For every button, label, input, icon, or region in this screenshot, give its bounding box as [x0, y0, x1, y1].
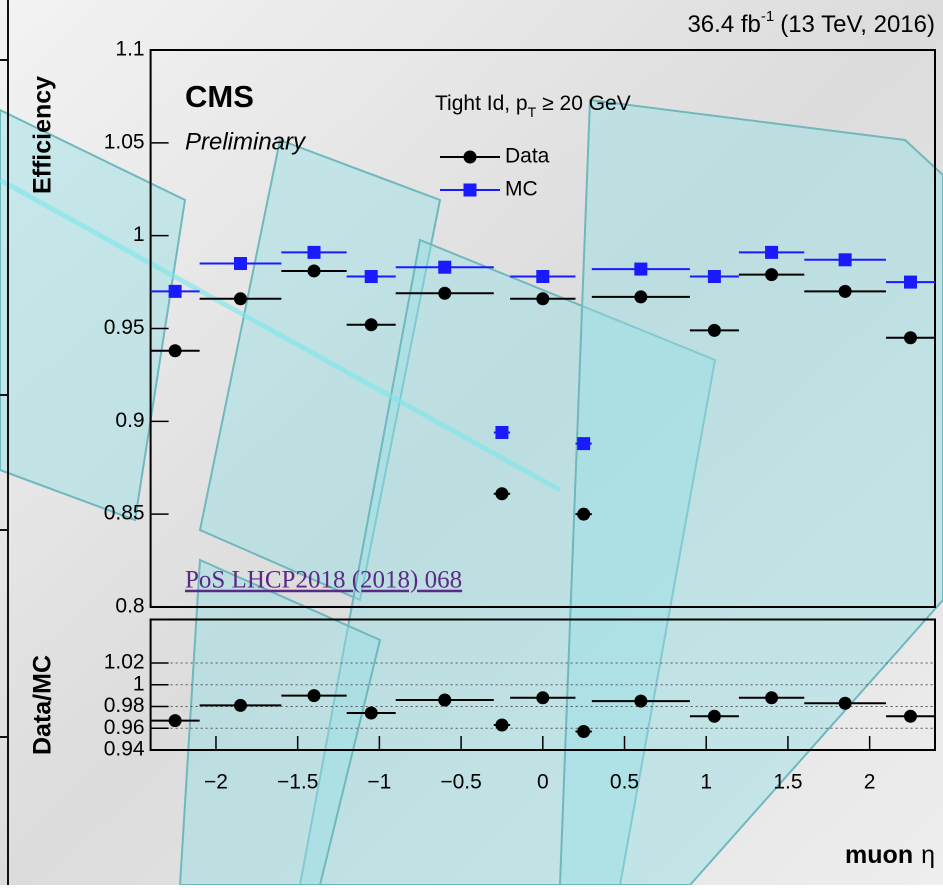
marker [438, 286, 452, 300]
x-tick-label: −0.5 [440, 771, 481, 794]
plot-frame [149, 618, 937, 751]
y-tick-label: 0.9 [115, 409, 144, 432]
marker [364, 706, 378, 720]
legend-label: MC [505, 178, 538, 201]
marker [577, 507, 591, 521]
left-edge [0, 0, 9, 885]
marker [634, 262, 648, 276]
marker [838, 696, 852, 710]
x-axis-label-symbol: η [921, 841, 935, 869]
marker [536, 292, 550, 306]
x-tick-label: 1 [700, 771, 712, 794]
x-tick-label: 0.5 [610, 771, 639, 794]
x-tick-label: 0 [537, 771, 549, 794]
marker [168, 344, 182, 358]
marker [903, 331, 917, 345]
marker [168, 714, 182, 728]
y-tick-label: 0.85 [104, 502, 145, 525]
marker [707, 270, 721, 284]
marker [838, 284, 852, 298]
marker [765, 268, 779, 282]
marker [168, 284, 182, 298]
preliminary-label: Preliminary [185, 128, 307, 155]
x-axis-label-text: muon [845, 841, 913, 869]
marker [307, 264, 321, 278]
citation-link[interactable]: PoS LHCP2018 (2018) 068 [185, 567, 462, 594]
x-axis-label: muon η [845, 841, 935, 869]
marker [438, 693, 452, 707]
lumi-label: 36.4 fb-1 (13 TeV, 2016) [687, 8, 935, 38]
y-tick-label: 1.05 [104, 130, 145, 153]
x-tick-label: −1.5 [277, 771, 318, 794]
x-tick-label: −1 [367, 771, 391, 794]
marker [765, 245, 779, 259]
marker [438, 260, 452, 274]
lumi-sup: -1 [761, 8, 774, 25]
marker [495, 718, 509, 732]
y-tick-label: 0.8 [115, 595, 144, 618]
marker [634, 694, 648, 708]
marker [307, 689, 321, 703]
legend-title: Tight Id, pT ≥ 20 GeV [435, 92, 631, 120]
marker [536, 691, 550, 705]
y-axis-label: Efficiency [29, 76, 57, 194]
cms-label: CMS [185, 79, 254, 114]
x-tick-label: −2 [204, 771, 228, 794]
marker [577, 437, 591, 451]
background-streak [0, 177, 562, 493]
lumi-rest: (13 TeV, 2016) [780, 11, 935, 38]
marker [364, 270, 378, 284]
marker [838, 253, 852, 267]
marker [364, 318, 378, 332]
legend-title-rest: ≥ 20 GeV [542, 92, 631, 115]
x-tick-label: 2 [864, 771, 876, 794]
marker [903, 709, 917, 723]
marker [536, 270, 550, 284]
marker [495, 425, 509, 439]
marker [233, 292, 247, 306]
marker [707, 709, 721, 723]
marker [577, 725, 591, 739]
y-tick-label: 1 [133, 672, 145, 695]
marker [233, 698, 247, 712]
marker [903, 275, 917, 289]
ratio-y-axis-label: Data/MC [29, 655, 57, 755]
legend-marker [463, 183, 477, 197]
plot-frame [149, 49, 937, 608]
y-tick-label: 1.02 [104, 651, 145, 674]
marker [233, 257, 247, 271]
legend-label: Data [505, 145, 550, 168]
marker [495, 487, 509, 501]
y-tick-label: 0.96 [104, 716, 145, 739]
y-tick-label: 0.98 [104, 694, 145, 717]
marker [765, 691, 779, 705]
plot-layer: 0.80.850.90.9511.051.10.940.960.9811.02−… [104, 38, 937, 794]
legend-title-text: Tight Id, p [435, 92, 528, 115]
y-tick-label: 1.1 [115, 38, 144, 61]
y-tick-label: 1 [133, 223, 145, 246]
marker [307, 245, 321, 259]
x-tick-label: 1.5 [773, 771, 802, 794]
marker [634, 290, 648, 304]
legend-marker [463, 150, 477, 164]
y-tick-label: 0.95 [104, 316, 145, 339]
marker [707, 323, 721, 337]
legend-title-sub: T [528, 104, 537, 120]
y-tick-label: 0.94 [104, 738, 145, 761]
lumi-text: 36.4 fb [687, 11, 760, 38]
